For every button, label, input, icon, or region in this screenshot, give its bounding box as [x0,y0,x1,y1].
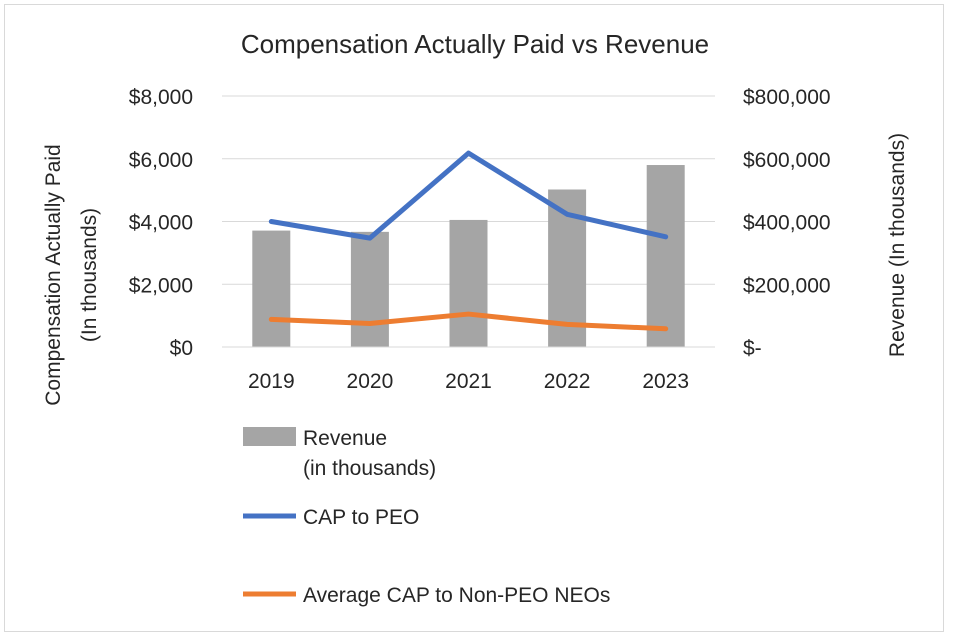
right-tick-label: $400,000 [743,212,831,235]
revenue-bar-2021 [449,219,488,347]
chart-title: Compensation Actually Paid vs Revenue [241,29,709,59]
left-tick-label: $8,000 [129,86,193,109]
left-tick-label: $6,000 [129,149,193,172]
legend-label-revenue-line1: Revenue [303,427,387,450]
right-tick-label: $600,000 [743,149,831,172]
right-tick-label: $200,000 [743,274,831,297]
left-tick-label: $4,000 [129,212,193,235]
legend-swatch-revenue [243,427,296,446]
left-axis-title-line1: Compensation Actually Paid [42,144,65,406]
legend-label-cap-non-peo: Average CAP to Non-PEO NEOs [303,584,610,607]
right-axis-title: Revenue (In thousands) [886,133,909,357]
left-tick-label: $2,000 [129,274,193,297]
x-tick-label: 2019 [248,370,295,393]
left-axis-ticks: $0 $2,000 $4,000 $6,000 $8,000 [129,86,193,360]
x-tick-label: 2022 [544,370,591,393]
revenue-bar-2020 [350,231,389,347]
x-tick-label: 2021 [445,370,492,393]
revenue-bars [252,165,685,347]
revenue-bar-2023 [646,165,685,347]
x-axis-ticks: 2019 2020 2021 2022 2023 [248,370,689,393]
right-tick-label: $- [743,337,762,360]
legend-label-cap-peo: CAP to PEO [303,506,419,529]
right-tick-label: $800,000 [743,86,831,109]
legend-label-revenue-line2: (in thousands) [303,457,436,480]
revenue-bar-2019 [252,230,291,347]
series-lines [268,150,669,332]
x-tick-label: 2023 [642,370,689,393]
x-tick-label: 2020 [347,370,394,393]
legend: Revenue (in thousands) CAP to PEO Averag… [243,427,610,607]
right-axis-ticks: $- $200,000 $400,000 $600,000 $800,000 [743,86,831,360]
left-tick-label: $0 [170,337,193,360]
left-axis-title-line2: (In thousands) [78,208,101,342]
